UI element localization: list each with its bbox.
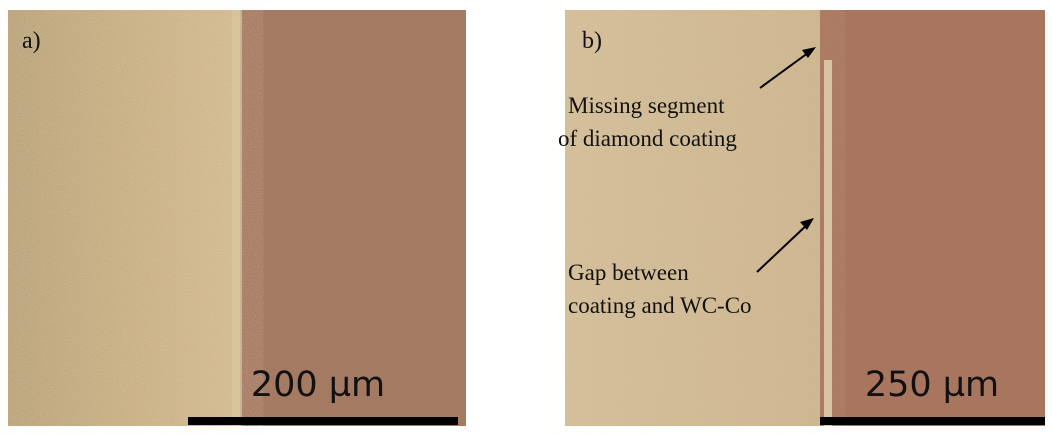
scale-bar-label: 200 µm [251,365,385,405]
panel-label: b) [582,28,602,54]
annotation: of diamond coating [558,126,737,151]
panel-b: b) Missing segment of diamond coating Ga… [558,10,1045,426]
scale-bar [188,417,458,425]
annotation: Missing segment [568,93,725,118]
gap-strip [824,60,832,426]
panel-label: a) [22,28,41,54]
annotation: Gap between [568,260,689,285]
texture [8,10,240,426]
figure: a) 200 µm b) Missing segment of diamond … [0,0,1052,434]
scale-bar-label: 250 µm [865,365,999,405]
annotation: coating and WC-Co [568,293,752,318]
scale-bar [820,417,1045,425]
panel-a: a) 200 µm [8,10,466,426]
edge [232,10,242,426]
